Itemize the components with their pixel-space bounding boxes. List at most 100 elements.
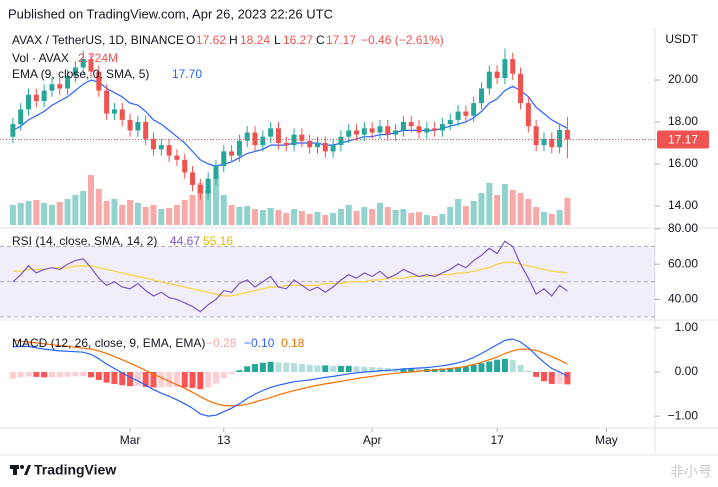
candle-body xyxy=(143,122,149,139)
volume-bar xyxy=(564,197,571,225)
x-tick-label: Mar xyxy=(120,433,141,447)
candle-body xyxy=(377,126,383,133)
macd-histogram-bar xyxy=(80,372,87,376)
volume-label: Vol · AVAX xyxy=(12,51,69,65)
rsi-label: RSI (14, close, SMA, 14, 2) xyxy=(12,234,157,248)
candle-body xyxy=(541,138,547,146)
candle-body xyxy=(88,59,94,72)
candle-body xyxy=(119,109,125,120)
volume-bar xyxy=(556,210,563,225)
macd-histogram-bar xyxy=(103,372,110,383)
macd-histogram-bar xyxy=(244,366,251,373)
macd-histogram-bar xyxy=(330,365,337,373)
y-tick-label: 18.00 xyxy=(668,114,698,128)
candle-body xyxy=(400,122,406,131)
y-tick-label: 20.00 xyxy=(668,72,698,86)
footer-brand: TradingView xyxy=(34,462,116,478)
volume-bar xyxy=(56,202,63,225)
volume-bar xyxy=(236,207,243,225)
macd-histogram-bar xyxy=(205,372,212,388)
candle-body xyxy=(190,172,196,185)
x-tick-label: 13 xyxy=(217,433,231,447)
volume-bar xyxy=(228,205,235,225)
low-value: 16.27 xyxy=(283,33,313,47)
volume-bar xyxy=(384,207,391,225)
volume-bar xyxy=(540,212,547,225)
last-price-label: 17.17 xyxy=(668,133,698,147)
candle-body xyxy=(205,178,211,194)
macd-histogram-bar xyxy=(220,372,227,379)
macd-histogram-bar xyxy=(564,372,571,385)
volume-bar xyxy=(103,201,110,225)
low-label: L xyxy=(274,33,281,47)
volume-bar xyxy=(9,205,16,225)
volume-bar xyxy=(298,211,305,225)
candle-body xyxy=(221,151,227,167)
macd-value: −0.10 xyxy=(244,336,275,350)
macd-label: MACD (12, 26, close, 9, EMA, EMA) xyxy=(12,336,205,350)
candle-body xyxy=(65,75,71,89)
y-tick-label: 40.00 xyxy=(668,292,698,306)
macd-histogram-bar xyxy=(416,368,423,373)
open-value: 17.62 xyxy=(196,33,226,47)
volume-bar xyxy=(25,201,32,225)
volume-bar xyxy=(119,205,126,225)
y-tick-label: 60.00 xyxy=(668,256,698,270)
change-value: −0.46 (−2.61%) xyxy=(361,33,444,47)
macd-histogram-bar xyxy=(17,372,24,378)
marks-layer: 20.00 18.00 16.00 14.00 80.00 60.00 40.00 1.00 0… xyxy=(0,48,709,447)
candle-body xyxy=(354,130,360,135)
macd-histogram-bar xyxy=(517,364,524,373)
macd-histogram-bar xyxy=(353,366,360,373)
candle-body xyxy=(72,67,78,76)
macd-histogram-bar xyxy=(212,372,219,384)
candle-body xyxy=(424,128,430,133)
volume-bar xyxy=(127,200,134,225)
volume-bar xyxy=(431,216,438,225)
candle-body xyxy=(252,132,258,146)
macd-histogram-bar xyxy=(158,372,165,388)
macd-histogram-bar xyxy=(509,360,516,373)
logo-shape xyxy=(24,465,31,475)
legend: AVAX / TetherUS, 1D, BINANCE O 17.62 H 1… xyxy=(12,33,444,350)
rsi-value: 44.67 xyxy=(170,234,200,248)
volume-bar xyxy=(259,210,266,225)
candle-body xyxy=(49,84,55,91)
x-tick-label: Apr xyxy=(363,433,382,447)
volume-bar xyxy=(525,199,532,225)
candle-body xyxy=(150,138,156,150)
volume-bar xyxy=(306,214,313,225)
volume-bar xyxy=(33,200,40,225)
volume-bar xyxy=(314,212,321,225)
candle-body xyxy=(80,59,86,68)
macd-histogram-bar xyxy=(275,362,282,373)
volume-bar xyxy=(95,189,102,225)
x-tick-label: May xyxy=(595,433,618,447)
macd-histogram-bar xyxy=(376,367,383,373)
volume-bar xyxy=(80,191,87,225)
macd-histogram-bar xyxy=(314,365,321,373)
macd-histogram-bar xyxy=(189,372,196,388)
candle-body xyxy=(557,129,563,148)
candle-body xyxy=(166,145,172,156)
volume-bar xyxy=(478,193,485,225)
candle-body xyxy=(135,122,141,131)
volume-bar xyxy=(41,203,48,225)
macd-histogram-bar xyxy=(173,372,180,388)
macd-histogram-bar xyxy=(150,372,157,388)
candle-body xyxy=(549,138,555,148)
candle-body xyxy=(346,130,352,137)
candle-body xyxy=(447,119,453,125)
candle-body xyxy=(463,111,469,116)
y-tick-label: −1.00 xyxy=(668,408,699,422)
ema-label: EMA (9, close, 0, SMA, 5) xyxy=(12,67,149,81)
volume-bar xyxy=(494,195,501,225)
volume-bar xyxy=(48,205,55,225)
volume-bar xyxy=(134,203,141,225)
macd-histogram-bar xyxy=(259,362,266,373)
candle-body xyxy=(314,143,320,148)
macd-histogram-bar xyxy=(431,368,438,373)
y-tick-label: 0.00 xyxy=(675,364,699,378)
candle-body xyxy=(174,155,180,160)
